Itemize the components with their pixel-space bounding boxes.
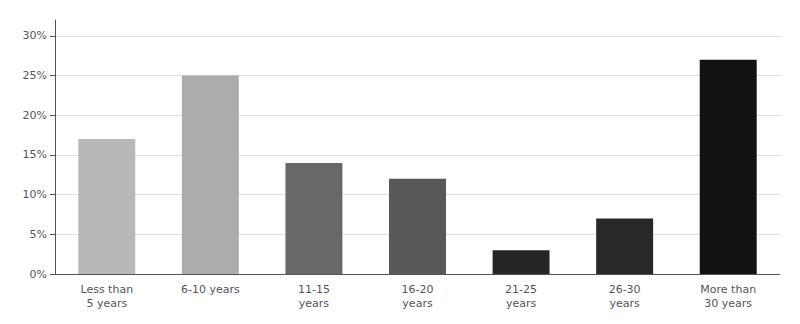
svg-text:years: years — [299, 297, 330, 310]
svg-text:30%: 30% — [23, 29, 47, 42]
svg-text:25%: 25% — [23, 69, 47, 82]
svg-text:15%: 15% — [23, 148, 47, 161]
svg-text:30 years: 30 years — [704, 297, 752, 310]
svg-text:0%: 0% — [30, 268, 47, 281]
svg-text:5 years: 5 years — [86, 297, 127, 310]
svg-text:years: years — [610, 297, 641, 310]
svg-text:years: years — [506, 297, 537, 310]
svg-text:20%: 20% — [23, 109, 47, 122]
svg-text:years: years — [402, 297, 433, 310]
svg-text:11-15: 11-15 — [298, 283, 330, 296]
svg-text:26-30: 26-30 — [609, 283, 641, 296]
svg-text:6-10 years: 6-10 years — [181, 283, 240, 296]
svg-text:5%: 5% — [30, 228, 47, 241]
svg-text:10%: 10% — [23, 188, 47, 201]
svg-text:Less than: Less than — [80, 283, 133, 296]
svg-text:More than: More than — [700, 283, 756, 296]
svg-text:16-20: 16-20 — [402, 283, 434, 296]
svg-text:21-25: 21-25 — [505, 283, 537, 296]
